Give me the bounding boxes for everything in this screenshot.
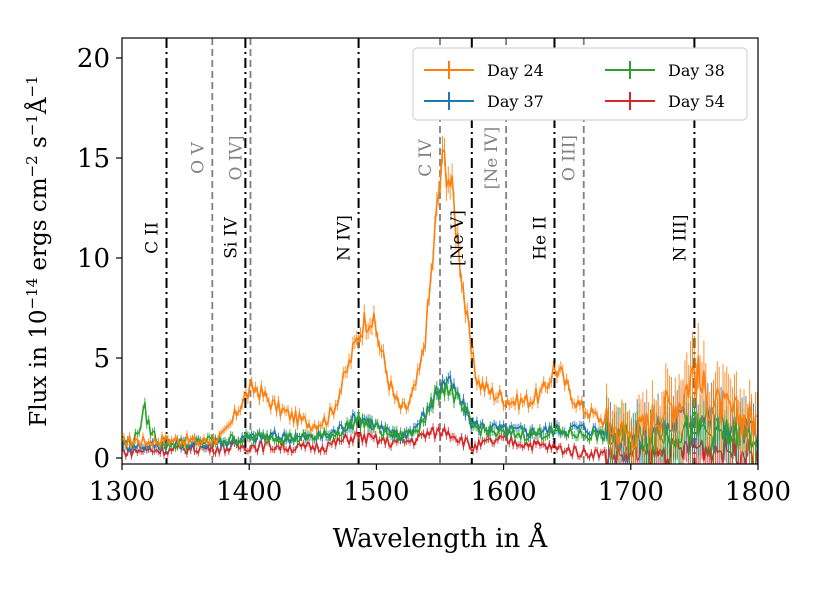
x-axis-label: Wavelength in Å (333, 522, 549, 554)
emission-line-label: [Ne IV] (482, 127, 502, 190)
legend-box (412, 47, 748, 121)
x-tick-label: 1800 (725, 477, 791, 507)
plot-frame (121, 37, 759, 465)
series-line (122, 381, 758, 454)
legend: Day 24 Day 37 Day 38 Day 54 (412, 47, 748, 121)
emission-line-label: He II (530, 216, 550, 260)
emission-line-label: [Ne V] (448, 210, 468, 266)
x-tick-label: 1700 (598, 477, 664, 507)
y-tick-label: 0 (93, 444, 110, 474)
y-tick-label: 20 (77, 44, 110, 74)
series-line (122, 426, 758, 464)
emission-line-label: C II (143, 222, 163, 254)
emission-line-label: N IV] (335, 215, 355, 261)
legend-label: Day 37 (487, 92, 544, 111)
emission-line-label: O V (188, 141, 208, 173)
x-tick-label: 1400 (216, 477, 282, 507)
x-tick-label: 1500 (343, 477, 409, 507)
y-tick-label: 5 (93, 344, 110, 374)
y-axis-label: Flux in 10−14 ergs cm−2 s−1Å−1 (23, 75, 52, 426)
x-tick-label: 1600 (471, 477, 537, 507)
legend-label: Day 24 (487, 61, 544, 80)
y-tick-label: 10 (77, 244, 110, 274)
emission-line-label: C IV (416, 139, 436, 177)
series-line (122, 148, 758, 450)
emission-line-label: Si IV (221, 217, 241, 259)
x-tick-label: 1300 (89, 477, 155, 507)
emission-line-label: O III] (560, 135, 580, 181)
legend-label: Day 54 (668, 92, 725, 111)
y-tick-label: 15 (77, 144, 110, 174)
legend-label: Day 38 (668, 61, 725, 80)
emission-line-label: N III] (670, 214, 690, 261)
emission-line-label: O IV] (226, 136, 246, 181)
